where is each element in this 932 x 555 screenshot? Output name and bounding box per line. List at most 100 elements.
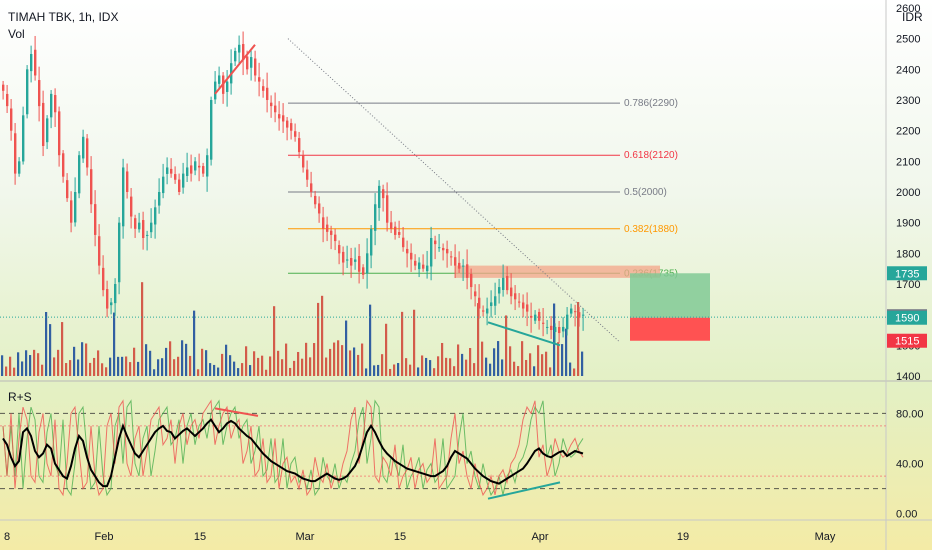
volume-bar [421,355,424,376]
volume-bar [409,364,412,376]
candle-body [66,180,69,199]
candle-body [486,308,489,314]
volume-bar [301,358,304,376]
candle-body [542,322,545,324]
volume-bar [41,364,44,376]
volume-bar [317,302,320,376]
candle-body [446,248,449,254]
candle-body [494,296,497,306]
volume-bar [221,353,224,376]
candle-body [162,176,165,194]
indicator-main-line [2,418,584,488]
volume-bar [453,366,456,376]
time-axis-label: 19 [677,531,689,543]
volume-bar [153,369,156,376]
volume-bar [53,357,56,376]
candle-body [22,115,25,162]
volume-bar [509,346,512,376]
volume-bar [521,341,524,376]
volume-bar [101,363,104,376]
fib-level-label: 0.618(2120) [624,150,678,161]
time-axis-label: May [815,531,836,543]
candle-body [474,291,477,297]
candle-body [170,168,173,174]
volume-bar [109,357,112,376]
candle-body [518,301,521,303]
candle-body [286,120,289,128]
candle-body [334,234,337,242]
candle-body [370,228,373,256]
volume-bar [529,353,532,376]
candle-body [74,192,77,223]
volume-bar [165,347,168,376]
volume-bar [481,341,484,376]
indicator-bearish-divergence [214,407,259,417]
volume-bar [217,367,220,376]
candle-body [390,222,393,229]
candle-body [42,102,45,146]
volume-bar [257,357,260,376]
candle-body [242,44,245,61]
volume-bar [429,360,432,376]
candle-body [110,302,113,306]
candle-body [550,325,553,330]
candle-body [534,314,537,321]
candle-body [206,155,209,177]
candle-body [522,302,525,309]
time-axis-label: 15 [394,531,406,543]
volume-bar [241,363,244,376]
candle-body [434,240,437,245]
volume-bar [405,358,408,376]
candle-body [438,247,441,249]
volume-bar [569,362,572,376]
volume-bar [57,349,60,376]
volume-bar [121,356,124,376]
volume-bar [149,350,152,376]
fib-level-label: 0.5(2000) [624,187,667,198]
volume-bar [17,352,20,376]
volume-bar [541,354,544,376]
candle-body [130,196,133,217]
candle-body [186,167,189,176]
volume-bar [181,340,184,376]
volume-bar [345,320,348,376]
candle-body [318,203,321,214]
candle-body [54,95,57,113]
volume-bar [237,368,240,376]
candle-body [322,217,325,229]
candle-body [38,80,41,107]
time-axis-label: 15 [194,531,206,543]
volume-bar [533,366,536,376]
volume-bar [69,360,72,376]
candle-body [454,257,457,266]
candle-body [10,108,13,131]
candle-body [482,310,485,312]
candle-body [158,192,161,206]
price-badge [887,333,927,348]
candle-body [90,169,93,205]
volume-bar [297,351,300,376]
volume-bar [89,362,92,376]
volume-bar [505,315,508,376]
volume-bar [445,357,448,376]
volume-bar [369,304,372,376]
volume-bar [485,357,488,376]
indicator-label: R+S [8,390,32,404]
candle-body [578,312,581,318]
volume-bar [457,344,460,376]
candle-body [278,114,281,119]
candle-body [266,87,269,100]
volume-bar [105,367,108,376]
volume-bar [249,365,252,376]
candle-body [502,277,505,290]
candle-body [378,185,381,208]
time-axis-label: Feb [95,531,114,543]
volume-bar [493,348,496,376]
candle-body [418,262,421,270]
candle-body [510,287,513,297]
time-axis-label: 8 [4,531,10,543]
price-axis-label: 1900 [896,218,920,230]
volume-bar [325,357,328,376]
candle-body [210,100,213,160]
volume-bar [161,358,164,376]
